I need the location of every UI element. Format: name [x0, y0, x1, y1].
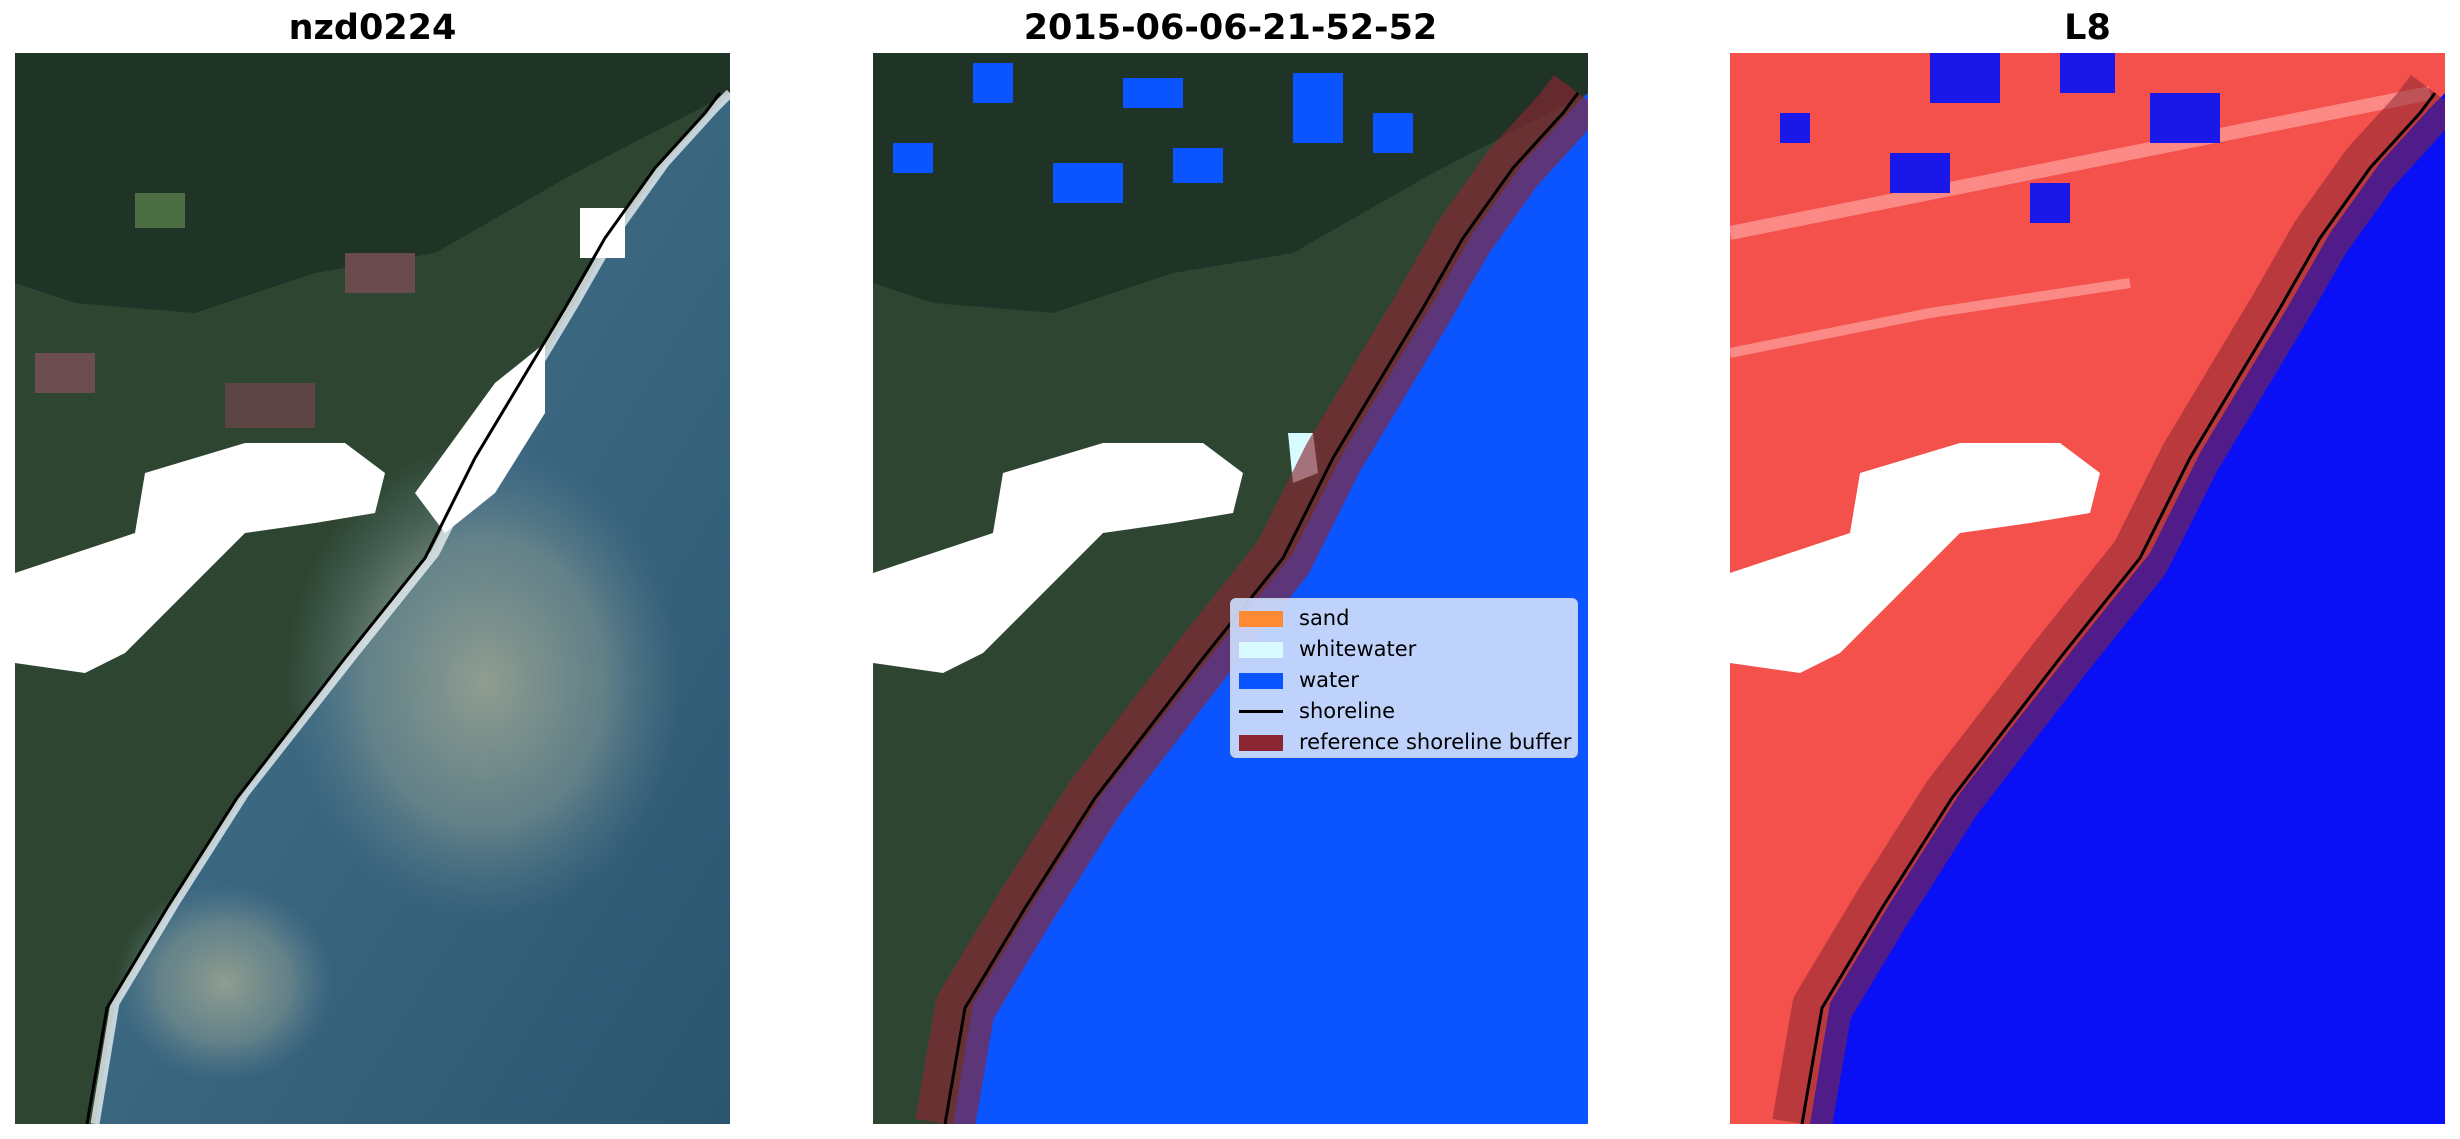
water-pixel	[1293, 73, 1343, 143]
water-index-patch	[2150, 93, 2220, 143]
legend-label: sand	[1299, 606, 1350, 630]
legend-item-whitewater: whitewater	[1231, 634, 1577, 665]
sediment-plume	[285, 443, 685, 923]
panel-title-classification: 2015-06-06-21-52-52	[1023, 8, 1438, 48]
shoreline-line	[943, 92, 1580, 1124]
legend-item-water: water	[1231, 665, 1577, 696]
panel-title-index: L8	[2064, 8, 2111, 48]
cloud-mask	[415, 343, 545, 533]
shoreline-swatch	[1239, 710, 1283, 713]
forest-area	[15, 53, 730, 313]
shoreline-line	[1800, 92, 2437, 1124]
water-pixel	[1173, 148, 1223, 183]
water-index-patch	[1890, 153, 1950, 193]
rgb-image	[15, 53, 730, 1124]
sand-swatch	[1239, 611, 1283, 627]
farm-field	[35, 353, 95, 393]
rgb-image-panel	[15, 53, 730, 1124]
water-pixel	[1373, 113, 1413, 153]
shoreline-line	[85, 92, 722, 1124]
cloud-mask	[15, 443, 385, 673]
water-pixel	[893, 143, 933, 173]
legend-label: reference shoreline buffer	[1299, 730, 1572, 754]
water-index-patch	[1930, 53, 2000, 103]
index-panel	[1730, 53, 2445, 1124]
terrain-streak	[1730, 86, 2432, 240]
cloud-mask	[580, 208, 625, 258]
water-index-patch	[2060, 53, 2115, 93]
farm-field	[345, 253, 415, 293]
legend-item-buffer: reference shoreline buffer	[1231, 727, 1577, 758]
water-index-patch	[1780, 113, 1810, 143]
classification-image	[873, 53, 1588, 1124]
cloud-mask	[1730, 443, 2100, 673]
index-image	[1730, 53, 2445, 1124]
panel-title-rgb: nzd0224	[288, 8, 457, 48]
classification-panel	[873, 53, 1588, 1124]
legend-item-sand: sand	[1231, 603, 1577, 634]
water-pixel	[973, 63, 1013, 103]
legend-label: whitewater	[1299, 637, 1417, 661]
terrain-streak	[1730, 278, 2131, 358]
legend-label: water	[1299, 668, 1359, 692]
buffer-swatch	[1239, 735, 1283, 751]
sediment-plume	[115, 883, 335, 1083]
water-swatch	[1239, 673, 1283, 689]
legend: sand whitewater water shoreline referenc…	[1230, 598, 1578, 758]
water-index-patch	[2030, 183, 2070, 223]
whitewater-swatch	[1239, 642, 1283, 658]
legend-label: shoreline	[1299, 699, 1396, 723]
farm-field	[135, 193, 185, 228]
legend-item-shoreline: shoreline	[1231, 696, 1577, 727]
cloud-mask	[873, 443, 1243, 673]
water-pixel	[1123, 78, 1183, 108]
water-pixel	[1053, 163, 1123, 203]
farm-field	[225, 383, 315, 428]
